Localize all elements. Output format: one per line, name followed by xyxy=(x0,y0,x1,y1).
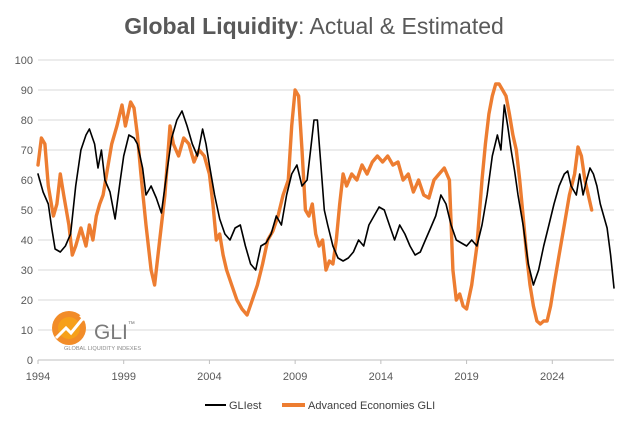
y-tick-label: 80 xyxy=(21,115,33,127)
grid-lines xyxy=(38,59,614,361)
gli-logo-inner xyxy=(58,317,80,339)
legend: GLIest Advanced Economies GLI xyxy=(205,400,435,412)
chart-title-bold: Global Liquidity xyxy=(124,13,298,39)
gli-logo-arrowhead-icon xyxy=(79,314,86,321)
y-tick-label: 90 xyxy=(21,85,33,97)
y-tick-label: 100 xyxy=(15,55,33,67)
y-tick-label: 10 xyxy=(21,325,33,337)
x-tick-label: 1999 xyxy=(111,371,135,383)
y-tick-label: 40 xyxy=(21,235,33,247)
y-axis-ticks: 0 10 20 30 40 50 60 70 80 90 100 xyxy=(15,55,33,367)
x-tick-label: 1994 xyxy=(26,371,50,383)
chart-title-rest: : Actual & Estimated xyxy=(298,13,504,39)
y-tick-label: 0 xyxy=(27,355,33,367)
gli-logo-arrow-icon xyxy=(54,316,86,340)
series-line-gliest xyxy=(37,104,615,289)
x-tick-label: 2019 xyxy=(454,371,478,383)
x-tick-label: 2014 xyxy=(369,371,393,383)
y-tick-label: 70 xyxy=(21,145,33,157)
legend-label-advanced-economies: Advanced Economies GLI xyxy=(308,400,435,412)
x-tick-label: 2024 xyxy=(540,371,564,383)
chart-title: Global Liquidity: Actual & Estimated xyxy=(124,13,504,39)
y-tick-label: 30 xyxy=(21,265,33,277)
y-tick-label: 50 xyxy=(21,205,33,217)
x-axis-ticks: 1994 1999 2004 2009 2014 2019 2024 xyxy=(26,360,565,383)
x-tick-label: 2004 xyxy=(197,371,221,383)
gli-watermark: GLI™ GLOBAL LIQUIDITY INDEXES xyxy=(52,311,141,352)
y-tick-label: 20 xyxy=(21,295,33,307)
legend-label-gliest: GLIest xyxy=(229,400,261,412)
series-line-advanced-economies-gli xyxy=(36,82,594,326)
x-tick-label: 2009 xyxy=(283,371,307,383)
series-lines xyxy=(36,82,615,326)
gli-tagline: GLOBAL LIQUIDITY INDEXES xyxy=(64,346,141,352)
gli-logo-text: GLI™ xyxy=(94,321,135,344)
y-tick-label: 60 xyxy=(21,175,33,187)
